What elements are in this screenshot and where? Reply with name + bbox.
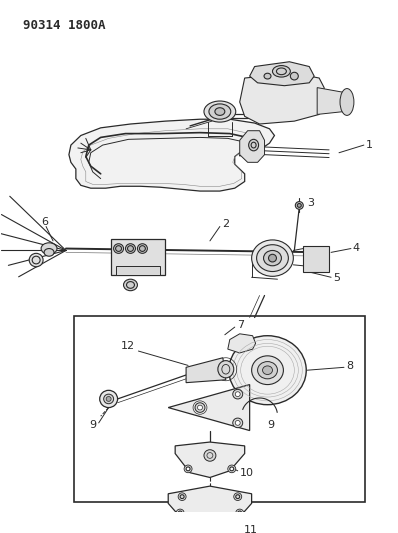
Ellipse shape xyxy=(236,509,244,517)
Ellipse shape xyxy=(230,467,234,471)
Text: 10: 10 xyxy=(240,467,254,478)
Ellipse shape xyxy=(209,104,231,119)
Text: 9: 9 xyxy=(89,420,96,430)
Ellipse shape xyxy=(234,493,242,500)
Text: 4: 4 xyxy=(353,243,360,253)
Ellipse shape xyxy=(233,418,243,427)
Text: 3: 3 xyxy=(307,198,314,207)
Ellipse shape xyxy=(106,397,111,401)
Polygon shape xyxy=(240,131,265,163)
Ellipse shape xyxy=(41,243,57,254)
Ellipse shape xyxy=(29,253,43,266)
Polygon shape xyxy=(240,73,324,124)
Ellipse shape xyxy=(273,66,291,77)
Ellipse shape xyxy=(125,244,135,253)
Ellipse shape xyxy=(340,88,354,115)
Ellipse shape xyxy=(178,493,186,500)
Text: 7: 7 xyxy=(237,320,244,330)
Ellipse shape xyxy=(113,244,123,253)
Ellipse shape xyxy=(228,465,236,473)
Ellipse shape xyxy=(103,394,113,403)
Ellipse shape xyxy=(263,251,281,266)
Ellipse shape xyxy=(235,421,240,425)
Ellipse shape xyxy=(204,450,216,461)
Ellipse shape xyxy=(258,361,277,379)
Polygon shape xyxy=(303,246,329,271)
Text: 90314 1800A: 90314 1800A xyxy=(23,19,106,31)
Ellipse shape xyxy=(291,72,298,80)
Text: 9: 9 xyxy=(267,420,275,430)
Ellipse shape xyxy=(252,356,283,385)
Ellipse shape xyxy=(215,108,225,115)
Ellipse shape xyxy=(100,390,117,408)
Polygon shape xyxy=(111,239,165,276)
Ellipse shape xyxy=(229,336,306,405)
Polygon shape xyxy=(69,119,275,191)
Text: 11: 11 xyxy=(244,525,258,533)
Polygon shape xyxy=(175,442,245,478)
Ellipse shape xyxy=(44,248,54,256)
Polygon shape xyxy=(317,87,347,115)
Text: 2: 2 xyxy=(222,219,229,229)
Polygon shape xyxy=(228,334,256,353)
Ellipse shape xyxy=(249,139,259,151)
Text: 1: 1 xyxy=(366,140,373,150)
Polygon shape xyxy=(168,385,250,431)
Ellipse shape xyxy=(295,201,303,209)
Polygon shape xyxy=(186,358,226,383)
Ellipse shape xyxy=(197,405,203,410)
Ellipse shape xyxy=(127,246,133,252)
Ellipse shape xyxy=(137,244,147,253)
Ellipse shape xyxy=(123,279,137,290)
Ellipse shape xyxy=(184,465,192,473)
Ellipse shape xyxy=(297,204,301,207)
Ellipse shape xyxy=(204,101,236,122)
Ellipse shape xyxy=(176,509,184,517)
Ellipse shape xyxy=(263,366,273,375)
Text: 12: 12 xyxy=(121,341,135,351)
Text: 6: 6 xyxy=(41,217,48,227)
Text: 5: 5 xyxy=(333,273,340,283)
Ellipse shape xyxy=(235,392,240,397)
Ellipse shape xyxy=(252,240,293,276)
Ellipse shape xyxy=(195,403,205,413)
Ellipse shape xyxy=(257,245,289,271)
Ellipse shape xyxy=(115,246,121,252)
Polygon shape xyxy=(250,62,314,86)
Bar xyxy=(74,316,365,503)
Ellipse shape xyxy=(233,390,243,399)
Ellipse shape xyxy=(264,73,271,79)
Ellipse shape xyxy=(139,246,145,252)
Polygon shape xyxy=(168,486,252,528)
Text: 8: 8 xyxy=(346,361,353,372)
Ellipse shape xyxy=(186,467,190,471)
Ellipse shape xyxy=(269,254,277,262)
Polygon shape xyxy=(115,266,160,276)
Ellipse shape xyxy=(218,361,234,378)
